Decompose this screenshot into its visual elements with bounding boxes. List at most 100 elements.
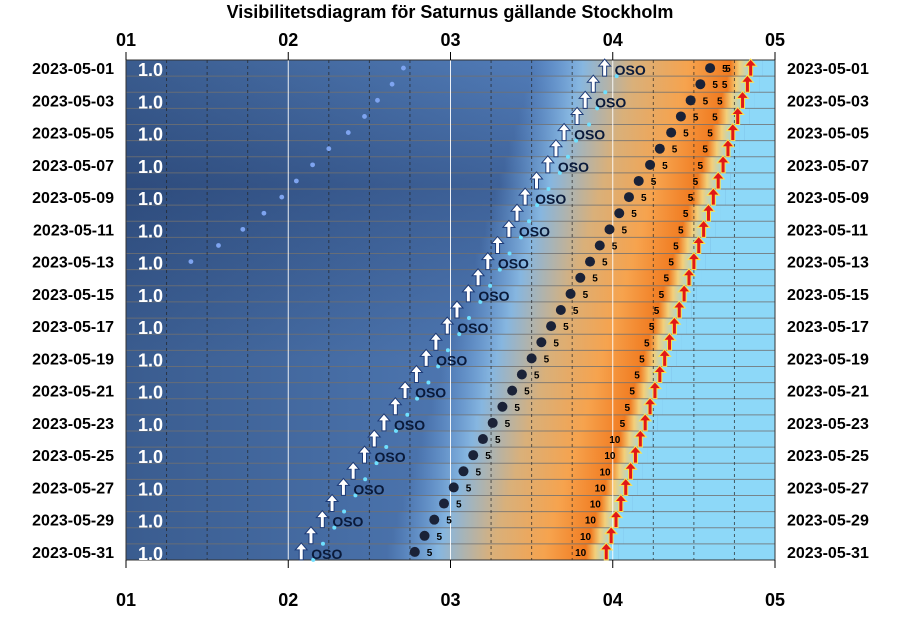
planet-position-dot	[487, 417, 498, 428]
daylight-magnitude-label: 10	[590, 500, 602, 511]
direction-label: OSO	[498, 256, 529, 272]
direction-label: OSO	[535, 191, 566, 207]
planet-position-dot	[429, 514, 440, 525]
magnitude-label: 5	[592, 274, 598, 285]
daylight-arrow	[715, 155, 731, 174]
daylight-band	[627, 511, 775, 529]
y-tick-label-left: 2023-05-25	[32, 448, 114, 465]
daylight-band	[749, 108, 775, 126]
moon-phase-label: 1.0	[138, 254, 163, 274]
x-tick-label: 01	[116, 590, 136, 610]
rise-arrow	[367, 429, 382, 448]
daylight-magnitude-label: 5	[702, 145, 708, 156]
daylight-band	[632, 495, 775, 513]
twilight-band	[406, 479, 638, 496]
daylight-band	[744, 124, 775, 142]
magnitude-label: 5	[524, 387, 530, 398]
twilight-band	[431, 398, 663, 416]
daylight-band	[637, 479, 775, 496]
daylight-band	[662, 398, 775, 416]
direction-label: OSO	[394, 417, 425, 433]
moon-phase-label: 1.0	[138, 383, 163, 403]
planet-position-dot	[623, 192, 634, 203]
daylight-magnitude-label: 5	[678, 225, 684, 236]
twilight-band	[411, 463, 643, 480]
rise-arrow	[548, 138, 564, 158]
planet-position-dot	[575, 272, 586, 283]
twilight-band	[460, 301, 692, 319]
rise-point	[574, 138, 579, 143]
magnitude-label: 5	[712, 80, 718, 91]
daylight-magnitude-label: 5	[634, 371, 640, 382]
y-tick-label-left: 2023-05-19	[32, 351, 114, 368]
daylight-magnitude-label: 10	[580, 532, 592, 543]
daylight-magnitude-label: 5	[725, 64, 731, 75]
magnitude-label: 5	[514, 403, 520, 414]
rise-point	[393, 428, 398, 433]
twilight-band	[531, 60, 763, 77]
planet-position-dot	[614, 208, 625, 219]
planet-position-dot	[705, 63, 716, 74]
direction-label: OSO	[375, 449, 406, 465]
twilight-band	[513, 124, 745, 142]
daylight-magnitude-label: 5	[688, 193, 694, 204]
rise-arrow	[336, 477, 351, 496]
magnitude-label: 5	[672, 145, 678, 156]
x-tick-label: 04	[603, 30, 623, 50]
rise-arrow	[578, 90, 593, 109]
planet-position-dot	[419, 530, 430, 541]
planet-position-dot	[546, 321, 557, 332]
y-tick-label-left: 2023-05-17	[32, 319, 114, 336]
moon-track-point	[216, 243, 221, 248]
planet-position-dot	[497, 401, 508, 412]
x-tick-label: 05	[765, 30, 785, 50]
daylight-arrow	[618, 477, 633, 496]
daylight-band	[652, 430, 775, 448]
rise-point	[353, 493, 358, 498]
rise-point	[342, 509, 347, 514]
rise-arrow	[428, 332, 443, 351]
rise-arrow	[597, 58, 612, 77]
magnitude-label: 5	[456, 500, 462, 511]
rise-point	[320, 541, 325, 546]
daylight-magnitude-label: 10	[604, 451, 616, 462]
moon-track-point	[261, 210, 267, 216]
y-tick-label-left: 2023-05-29	[32, 513, 114, 530]
planet-position-dot	[458, 466, 469, 477]
daylight-arrow	[667, 316, 682, 335]
magnitude-label: 5	[693, 112, 699, 123]
daylight-band	[725, 189, 775, 206]
rise-arrow	[586, 74, 601, 93]
magnitude-label: 5	[703, 96, 709, 107]
daylight-band	[618, 543, 775, 561]
magnitude-label: 5	[573, 306, 579, 317]
daylight-arrow	[672, 300, 687, 319]
rise-point	[311, 557, 316, 562]
planet-position-dot	[555, 305, 566, 315]
planet-position-dot	[468, 450, 479, 461]
y-tick-label-right: 2023-05-25	[787, 448, 869, 465]
moon-track-point	[389, 81, 395, 87]
daylight-magnitude-label: 5	[654, 306, 660, 317]
magnitude-label: 5	[544, 354, 550, 365]
daylight-band	[701, 269, 775, 287]
rise-arrow	[440, 316, 455, 335]
rise-arrow	[409, 364, 424, 384]
moon-phase-label: 1.0	[138, 350, 163, 370]
magnitude-label: 5	[563, 322, 569, 333]
rise-arrow	[419, 348, 434, 367]
planet-position-dot	[594, 240, 605, 251]
daylight-magnitude-label: 5	[722, 80, 728, 91]
daylight-magnitude-label: 5	[625, 403, 631, 414]
y-tick-label-left: 2023-05-03	[32, 93, 114, 110]
planet-position-dot	[409, 546, 420, 557]
direction-label: OSO	[615, 62, 646, 78]
daylight-arrow	[696, 219, 711, 238]
daylight-band	[705, 253, 775, 271]
daylight-magnitude-label: 5	[668, 258, 674, 269]
rise-point	[507, 251, 512, 256]
daylight-magnitude-label: 5	[673, 241, 679, 252]
y-tick-label-right: 2023-05-13	[787, 255, 869, 272]
moon-phase-label: 1.0	[138, 221, 163, 241]
daylight-magnitude-label: 5	[644, 338, 650, 349]
